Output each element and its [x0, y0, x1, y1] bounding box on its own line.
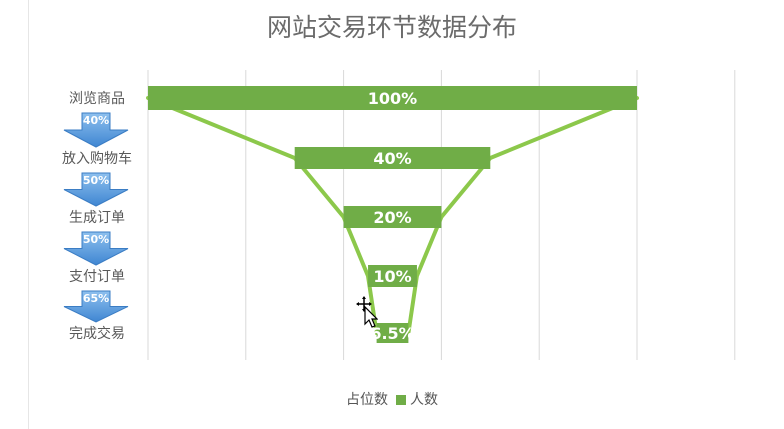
- conversion-rate-label: 50%: [83, 233, 109, 246]
- data-label: 10%: [373, 267, 411, 286]
- conversion-rate-label: 65%: [83, 292, 109, 305]
- conversion-arrow-icon: [63, 172, 129, 207]
- category-label: 支付订单: [69, 269, 125, 285]
- chart-legend: 占位数 人数: [0, 389, 784, 409]
- data-label: 40%: [373, 149, 411, 168]
- category-label: 放入购物车: [62, 150, 132, 167]
- funnel-bar: [376, 323, 409, 343]
- legend-swatch: [396, 395, 406, 405]
- category-label: 浏览商品: [69, 91, 125, 107]
- funnel-bar: [148, 86, 637, 110]
- funnel-bar: [343, 206, 442, 228]
- category-label: 生成订单: [69, 210, 125, 226]
- conversion-arrow-icon: [63, 290, 129, 323]
- conversion-rate-label: 50%: [83, 174, 109, 187]
- conversion-arrow-icon: [63, 112, 129, 148]
- conversion-rate-label: 40%: [83, 114, 109, 127]
- category-label: 完成交易: [69, 325, 125, 342]
- left-guide-line: [28, 0, 29, 429]
- funnel-bar: [294, 147, 491, 169]
- funnel-outline: [146, 96, 639, 335]
- move-cursor-icon: [356, 296, 378, 328]
- legend-series-placeholder: 占位数: [346, 392, 388, 408]
- data-label: 20%: [373, 208, 411, 227]
- funnel-bar: [368, 265, 417, 287]
- data-label: 100%: [368, 89, 417, 108]
- legend-series-people: 人数: [410, 392, 438, 408]
- data-label: 6.5%: [370, 324, 414, 343]
- chart-title: 网站交易环节数据分布: [266, 13, 517, 42]
- conversion-arrow-icon: [63, 231, 129, 266]
